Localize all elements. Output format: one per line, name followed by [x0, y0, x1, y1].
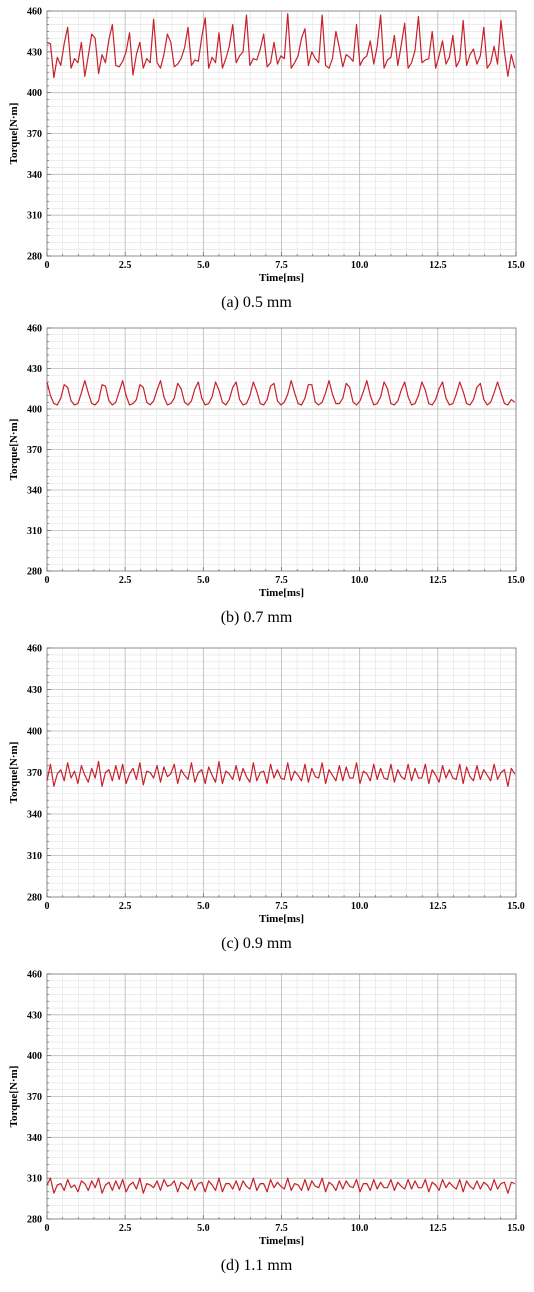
x-tick-label: 2.5 — [119, 260, 132, 271]
x-tick-label: 0 — [45, 1223, 50, 1234]
y-tick-label: 370 — [27, 445, 42, 456]
y-tick-label: 400 — [27, 1051, 42, 1062]
x-tick-label: 5.0 — [197, 260, 210, 271]
x-tick-label: 5.0 — [197, 901, 210, 912]
y-tick-label: 340 — [27, 170, 42, 181]
x-tick-label: 7.5 — [275, 575, 288, 586]
x-tick-label: 12.5 — [429, 901, 447, 912]
x-tick-label: 10.0 — [351, 575, 369, 586]
y-tick-label: 460 — [27, 324, 42, 335]
panel-caption: (a) 0.5 mm — [221, 294, 292, 311]
x-tick-label: 15.0 — [507, 901, 525, 912]
x-axis-title: Time[ms] — [259, 1235, 304, 1247]
x-tick-label: 2.5 — [119, 1223, 132, 1234]
x-tick-label: 5.0 — [197, 1223, 210, 1234]
chart-panel-3: 280 310 340 370 400 430 460 0 2.5 5.0 7.5 10.0 12.5 1… — [8, 970, 525, 1275]
panel-caption: (c) 0.9 mm — [221, 935, 292, 952]
y-tick-label: 310 — [27, 526, 42, 537]
y-tick-label: 370 — [27, 1092, 42, 1103]
torque-series-line — [46, 1177, 515, 1194]
x-tick-label: 2.5 — [119, 901, 132, 912]
y-tick-label: 430 — [27, 685, 42, 696]
x-tick-label: 0 — [45, 901, 50, 912]
x-tick-label: 5.0 — [197, 575, 210, 586]
x-tick-label: 10.0 — [351, 901, 369, 912]
y-tick-label: 280 — [27, 1215, 42, 1226]
torque-series-line — [46, 380, 516, 406]
y-tick-label: 280 — [27, 567, 42, 578]
x-tick-label: 10.0 — [351, 1223, 369, 1234]
y-tick-label: 370 — [27, 768, 42, 779]
x-tick-label: 7.5 — [275, 260, 288, 271]
y-tick-label: 310 — [27, 211, 42, 222]
y-tick-label: 460 — [27, 7, 42, 18]
x-tick-label: 12.5 — [429, 260, 447, 271]
x-tick-label: 0 — [45, 575, 50, 586]
x-tick-label: 7.5 — [275, 1223, 288, 1234]
y-tick-label: 340 — [27, 486, 42, 497]
x-tick-label: 2.5 — [119, 575, 132, 586]
y-tick-label: 310 — [27, 1174, 42, 1185]
x-tick-label: 15.0 — [507, 1223, 525, 1234]
x-tick-label: 7.5 — [275, 901, 288, 912]
y-axis-title: Torque[N·m] — [8, 103, 20, 165]
torque-series-line — [46, 13, 516, 79]
x-axis-title: Time[ms] — [259, 272, 304, 284]
y-tick-label: 280 — [27, 252, 42, 263]
x-tick-label: 12.5 — [429, 575, 447, 586]
y-tick-label: 460 — [27, 970, 42, 981]
x-tick-label: 0 — [45, 260, 50, 271]
panel-caption: (d) 1.1 mm — [221, 1257, 293, 1274]
y-tick-label: 340 — [27, 810, 42, 821]
y-axis-title: Torque[N·m] — [8, 1066, 20, 1128]
torque-series-line — [46, 760, 516, 787]
y-tick-label: 280 — [27, 893, 42, 904]
y-tick-label: 430 — [27, 47, 42, 58]
y-tick-label: 310 — [27, 851, 42, 862]
chart-panel-0: 280 310 340 370 400 430 460 0 2.5 5.0 7.5 10.0 12.5 1… — [8, 7, 525, 312]
x-tick-label: 15.0 — [507, 260, 525, 271]
chart-panel-1: 280 310 340 370 400 430 460 0 2.5 5.0 7.5 10.0 12.5 1… — [8, 324, 525, 627]
chart-panel-2: 280 310 340 370 400 430 460 0 2.5 5.0 7.5 10.0 12.5 1… — [8, 644, 525, 953]
y-tick-label: 400 — [27, 88, 42, 99]
y-tick-label: 430 — [27, 1010, 42, 1021]
x-tick-label: 15.0 — [507, 575, 525, 586]
y-tick-label: 340 — [27, 1133, 42, 1144]
y-axis-title: Torque[N·m] — [8, 419, 20, 481]
x-tick-label: 10.0 — [351, 260, 369, 271]
x-tick-label: 12.5 — [429, 1223, 447, 1234]
y-tick-label: 400 — [27, 727, 42, 738]
y-tick-label: 430 — [27, 364, 42, 375]
y-tick-label: 370 — [27, 129, 42, 140]
x-axis-title: Time[ms] — [259, 913, 304, 925]
x-axis-title: Time[ms] — [259, 587, 304, 599]
panel-caption: (b) 0.7 mm — [221, 609, 293, 626]
y-tick-label: 400 — [27, 405, 42, 416]
y-axis-title: Torque[N·m] — [8, 742, 20, 804]
y-tick-label: 460 — [27, 644, 42, 655]
